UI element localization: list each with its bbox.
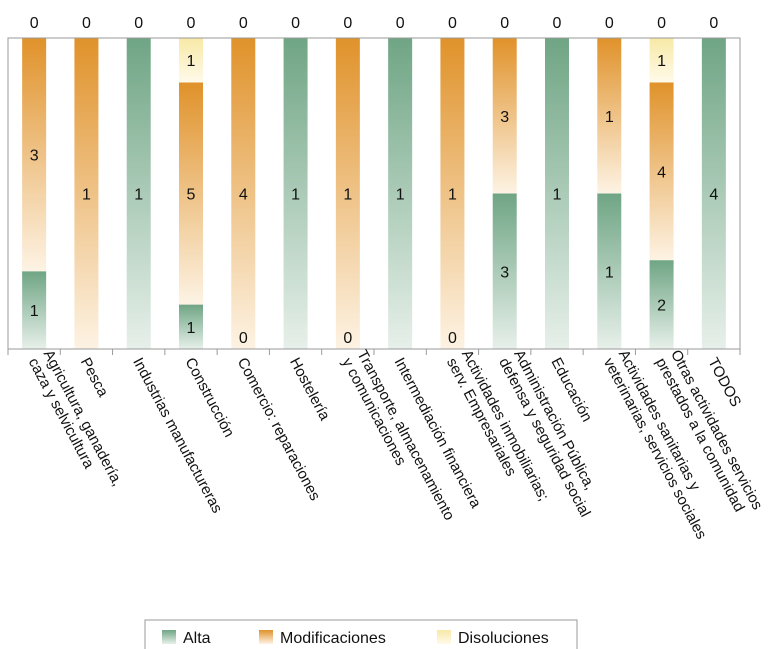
bar-alta-1 — [22, 271, 47, 349]
category-label-1: Agricultura, ganadería,caza y selvicultu… — [25, 347, 126, 497]
data-label-top-11: 0 — [553, 15, 562, 32]
data-label-top-3: 0 — [134, 15, 143, 32]
data-label-top-1: 0 — [30, 15, 39, 32]
plot-area — [7, 37, 741, 350]
data-label-modificaciones-4: 5 — [187, 187, 196, 204]
bar-modificaciones-7 — [335, 38, 360, 349]
data-label-modificaciones-13: 4 — [657, 164, 666, 181]
data-label-alta-8: 1 — [396, 187, 405, 204]
data-label-alta-4: 1 — [187, 320, 196, 337]
data-label-alta-1: 1 — [30, 303, 39, 320]
legend-swatch-modificaciones — [259, 630, 273, 644]
bar-modificaciones-10 — [492, 38, 517, 194]
legend-swatch-disoluciones — [437, 630, 451, 644]
legend: Alta Modificaciones Disoluciones — [144, 619, 578, 649]
legend-label-modificaciones: Modificaciones — [280, 630, 386, 647]
data-label-modificaciones-5: 4 — [239, 187, 248, 204]
data-label-top-2: 0 — [82, 15, 91, 32]
bar-disoluciones-13 — [649, 38, 674, 83]
x-axis — [7, 37, 741, 355]
bars-group — [22, 38, 726, 349]
data-label-alta-14: 4 — [709, 187, 718, 204]
data-label-alta-3: 1 — [134, 187, 143, 204]
bar-modificaciones-12 — [597, 38, 622, 194]
data-label-top-6: 0 — [291, 15, 300, 32]
bar-modificaciones-5 — [231, 38, 256, 349]
category-label-2: Pesca — [77, 355, 112, 400]
data-labels-group: 1 3 0 1 0 1 0 1 5 1 0 0 4 0 1 0 0 1 0 1 0 0 1 0 3 3 0 1 0 1 1 0 2 4 1 0 4 0 — [30, 15, 719, 347]
bar-alta-3 — [126, 38, 151, 349]
data-label-alta-12: 1 — [605, 264, 614, 281]
legend-box — [144, 619, 578, 649]
data-label-modificaciones-10: 3 — [500, 109, 509, 126]
data-label-top-10: 0 — [500, 15, 509, 32]
bar-modificaciones-1 — [22, 38, 47, 272]
data-label-modificaciones-7: 1 — [343, 187, 352, 204]
bar-alta-8 — [388, 38, 413, 349]
data-label-alta-13: 2 — [657, 298, 666, 315]
bar-modificaciones-9 — [440, 38, 465, 349]
data-label-top-4: 0 — [187, 15, 196, 32]
data-label-top-5: 0 — [239, 15, 248, 32]
data-label-top-8: 0 — [396, 15, 405, 32]
bar-alta-14 — [701, 38, 726, 349]
data-label-disoluciones-4: 1 — [187, 53, 196, 70]
category-label-6: Hostelería — [286, 355, 333, 424]
data-label-top-13: 0 — [657, 15, 666, 32]
bar-modificaciones-4 — [179, 82, 203, 305]
data-label-modificaciones-9: 1 — [448, 187, 457, 204]
data-label-alta-6: 1 — [291, 187, 300, 204]
data-label-modificaciones-12: 1 — [605, 109, 614, 126]
bar-modificaciones-13 — [649, 82, 674, 261]
data-label-alta-5: 0 — [239, 330, 248, 347]
data-label-disoluciones-13: 1 — [657, 53, 666, 70]
data-label-top-14: 0 — [709, 15, 718, 32]
data-label-top-9: 0 — [448, 15, 457, 32]
bar-alta-10 — [492, 193, 517, 349]
bar-alta-13 — [649, 260, 674, 349]
data-label-alta-7: 0 — [343, 330, 352, 347]
bar-alta-12 — [597, 193, 622, 349]
category-label-3: Industrias manufactureras — [129, 355, 225, 516]
bar-alta-11 — [545, 38, 569, 349]
data-label-alta-10: 3 — [500, 264, 509, 281]
bar-alta-4 — [179, 304, 203, 349]
legend-label-disoluciones: Disoluciones — [458, 630, 549, 647]
data-label-modificaciones-2: 1 — [82, 187, 91, 204]
data-label-alta-9: 0 — [448, 330, 457, 347]
bar-modificaciones-2 — [74, 38, 99, 349]
data-label-modificaciones-1: 3 — [30, 148, 39, 165]
category-labels-group: Agricultura, ganadería,caza y selvicultu… — [25, 347, 766, 542]
data-label-top-7: 0 — [343, 15, 352, 32]
category-label-4: Construcción — [181, 355, 237, 440]
data-label-top-12: 0 — [605, 15, 614, 32]
legend-swatch-alta — [162, 630, 176, 644]
bar-alta-6 — [283, 38, 308, 349]
legend-label-alta: Alta — [183, 630, 211, 647]
bar-disoluciones-4 — [179, 38, 203, 83]
data-label-alta-11: 1 — [553, 187, 562, 204]
